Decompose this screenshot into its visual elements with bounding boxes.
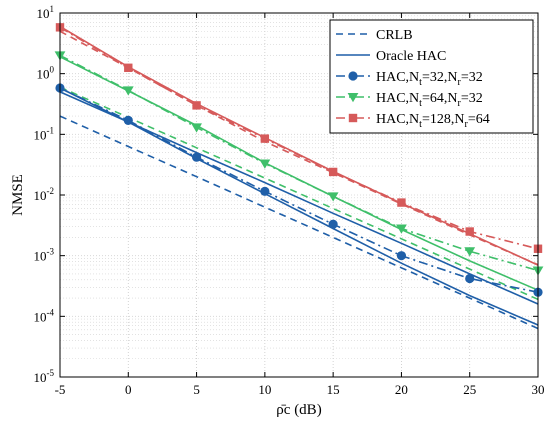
series-layer [54,23,544,330]
x-axis-label: ρ̄c (dB) [276,402,321,418]
series-line [59,115,539,330]
data-point [464,247,476,257]
x-tick-label: 5 [193,382,200,397]
legend-label: HAC,Nt=64,Nr=32 [376,91,483,109]
reference-line [59,86,539,301]
data-point [465,227,474,236]
data-point [259,159,271,169]
series-line [59,26,539,250]
y-tick-label: 100 [37,65,55,82]
x-tick-label: 20 [395,382,408,397]
data-point [122,86,134,96]
x-tick-label: 25 [463,382,476,397]
data-point [397,198,406,207]
y-tick-label: 10-5 [34,368,55,385]
data-point [465,273,475,284]
reference-line [59,30,539,266]
data-point [328,219,338,229]
data-point [191,152,202,162]
legend: CRLB Oracle HAC HAC,Nt=32,Nr=32 HAC,Nt=64,N… [329,19,534,134]
data-point [396,251,407,261]
data-point [192,101,201,110]
data-point [327,192,339,202]
legend-label: CRLB [376,28,413,43]
data-point [260,134,270,143]
y-tick-label: 10-4 [34,307,55,324]
x-tick-label: -5 [55,382,66,397]
y-tick-label: 10-3 [34,247,55,264]
x-tick-label: 0 [125,382,132,397]
axis-ticks: -5 0 5 10 15 20 25 30 10-5 10-4 10-3 10-2 10-1 100 101 [34,4,545,397]
data-point [191,123,202,133]
series-line [59,54,539,272]
y-axis-label: NMSE [10,174,26,216]
data-point [124,63,133,72]
reference-line [59,87,539,326]
legend-marker [347,93,359,103]
data-point [396,224,407,234]
y-tick-label: 10-1 [34,125,55,142]
x-tick-label: 15 [327,382,340,397]
y-tick-label: 101 [37,4,55,21]
series-line [59,87,539,293]
legend-marker [348,71,358,81]
y-tick-label: 10-2 [34,186,55,203]
x-tick-label: 30 [532,382,545,397]
series-line [59,91,539,305]
legend-label: HAC,Nt=32,Nr=32 [376,70,483,88]
data-point [328,167,338,177]
legend-label: HAC,Nt=128,Nr=64 [376,112,490,130]
data-point [260,186,270,196]
data-point [123,115,133,125]
legend-label: Oracle HAC [376,49,446,64]
legend-marker [348,113,358,123]
x-tick-label: 10 [258,382,271,397]
